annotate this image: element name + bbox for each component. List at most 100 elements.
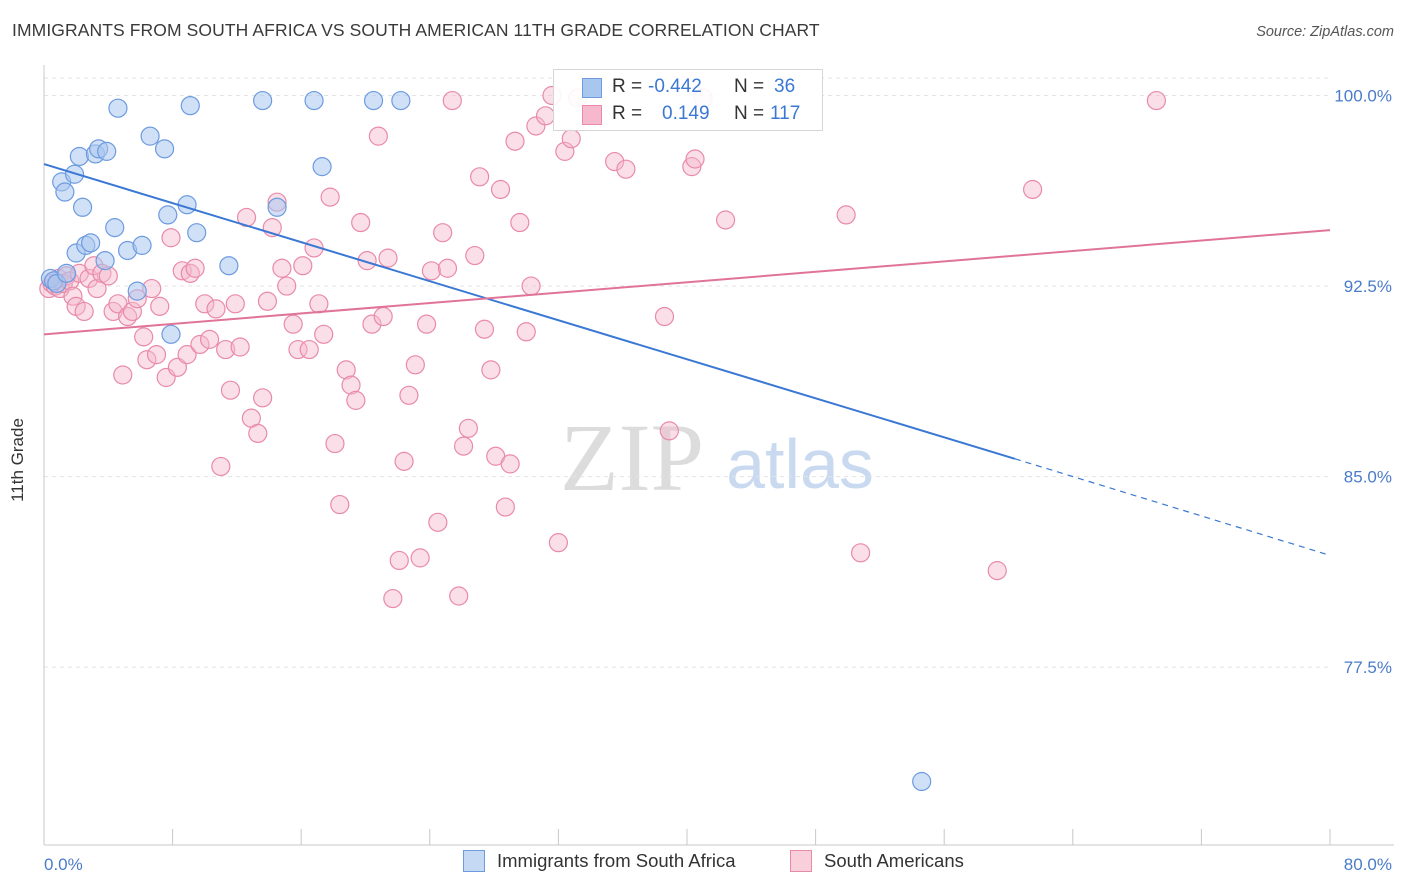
point-south-americans — [185, 258, 205, 278]
point-south-africa — [81, 233, 101, 253]
point-south-americans — [616, 159, 636, 179]
legend-r-value: -0.442 — [648, 76, 702, 97]
tick-labels: 100.0% 92.5% 85.0% 77.5% 0.0% 80.0% — [44, 86, 1392, 874]
point-south-americans — [314, 324, 334, 344]
point-south-africa — [72, 197, 93, 217]
x-tick-label: 80.0% — [1344, 855, 1392, 874]
point-south-americans — [851, 543, 871, 563]
point-south-africa — [56, 263, 77, 283]
point-south-africa — [97, 141, 117, 161]
point-south-americans — [421, 261, 442, 281]
point-south-africa — [140, 126, 160, 146]
point-south-americans — [341, 375, 361, 395]
point-south-africa — [55, 182, 75, 202]
point-south-africa — [391, 90, 411, 111]
point-south-americans — [416, 314, 437, 334]
point-south-americans — [330, 494, 350, 515]
point-south-americans — [146, 345, 167, 365]
point-south-americans — [336, 360, 356, 380]
trend-line-south-africa — [43, 163, 1016, 460]
point-south-americans — [470, 167, 490, 187]
trend-line-south-americans — [43, 229, 1331, 336]
point-south-africa — [267, 197, 287, 217]
point-south-americans — [474, 319, 495, 339]
point-south-americans — [277, 276, 297, 296]
axes — [43, 65, 1394, 846]
point-south-americans — [1146, 90, 1166, 111]
point-south-africa — [95, 251, 115, 271]
point-south-americans — [490, 179, 511, 200]
trend-lines — [43, 163, 1331, 556]
point-south-americans — [199, 329, 220, 349]
legend-square-pink — [790, 850, 812, 872]
point-south-americans — [122, 301, 143, 322]
point-south-americans — [299, 339, 319, 360]
point-south-americans — [216, 339, 236, 360]
point-south-americans — [526, 116, 546, 136]
point-south-americans — [535, 106, 556, 126]
point-south-americans — [346, 390, 366, 410]
point-south-americans — [357, 251, 377, 271]
point-south-americans — [521, 276, 541, 296]
point-south-americans — [1023, 179, 1043, 200]
point-south-americans — [836, 205, 856, 225]
watermark-zip: ZIP — [560, 404, 704, 511]
point-south-americans — [177, 345, 197, 365]
point-south-americans — [987, 561, 1007, 581]
point-south-americans — [230, 337, 250, 357]
point-south-americans — [190, 334, 210, 355]
legend-swatch-pink — [582, 105, 602, 125]
data-points — [39, 85, 1166, 792]
y-tick-label: 100.0% — [1334, 86, 1392, 105]
point-south-africa — [158, 205, 178, 225]
point-south-americans — [378, 248, 398, 268]
point-south-africa — [253, 90, 273, 111]
point-south-americans — [293, 256, 313, 276]
point-south-americans — [449, 586, 469, 606]
point-south-africa — [132, 235, 152, 255]
watermark-atlas: atlas — [726, 425, 874, 503]
stats-legend: R = -0.442 N = 36 R = 0.149 N = 117 — [553, 69, 823, 131]
point-south-americans — [351, 212, 371, 233]
point-south-africa — [219, 256, 239, 276]
point-south-americans — [288, 339, 308, 360]
point-south-americans — [383, 588, 403, 609]
x-tick-label: 0.0% — [44, 855, 83, 874]
legend-n-value: 36 — [774, 76, 796, 97]
point-south-americans — [211, 456, 231, 477]
point-south-americans — [362, 314, 382, 334]
point-south-americans — [495, 497, 515, 517]
point-south-americans — [134, 327, 154, 347]
source-credit: Source: ZipAtlas.com — [1256, 24, 1394, 40]
point-south-americans — [74, 301, 94, 322]
point-south-americans — [309, 294, 329, 314]
legend-r-label: R = — [612, 103, 643, 124]
point-south-americans — [113, 365, 133, 385]
point-south-americans — [87, 278, 107, 299]
point-south-africa — [161, 324, 181, 344]
point-south-americans — [368, 126, 388, 146]
point-south-americans — [79, 268, 99, 289]
point-south-africa — [187, 223, 207, 243]
point-south-americans — [410, 548, 430, 568]
point-south-americans — [516, 322, 536, 342]
point-south-americans — [437, 258, 458, 278]
point-south-africa — [69, 146, 89, 167]
point-south-americans — [373, 306, 393, 327]
point-south-americans — [257, 291, 278, 311]
legend-item-south-americans: South Americans — [790, 850, 964, 872]
point-south-americans — [561, 129, 581, 149]
point-south-americans — [225, 294, 245, 314]
point-south-americans — [195, 294, 215, 314]
series-legend: Immigrants from South Africa South Ameri… — [0, 850, 1406, 878]
point-south-americans — [510, 212, 530, 233]
point-south-americans — [685, 149, 705, 169]
point-south-americans — [389, 550, 409, 571]
point-south-africa — [127, 281, 147, 301]
point-south-americans — [320, 187, 340, 207]
point-south-africa — [363, 90, 384, 111]
point-south-americans — [442, 90, 462, 111]
point-south-africa — [180, 96, 200, 116]
point-south-americans — [272, 258, 292, 278]
